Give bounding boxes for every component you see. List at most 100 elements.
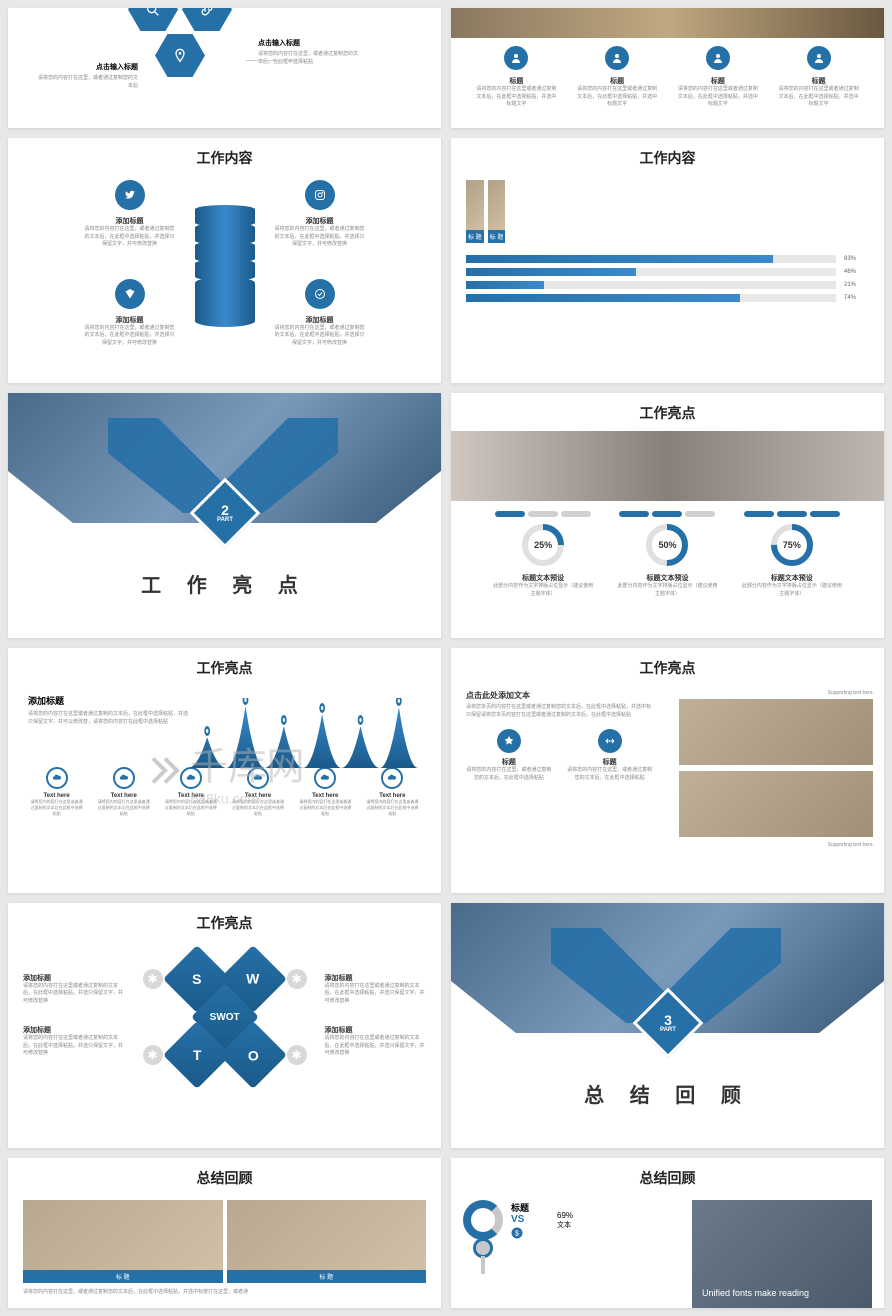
- part-title: 总 结 回 顾: [451, 1079, 884, 1108]
- label: 标 题: [466, 230, 484, 243]
- cloud-icon: [113, 767, 135, 789]
- hex-icon: [182, 8, 232, 31]
- slide-3-cylinder: 工作内容 添加标题请将您的内容打在这里，或者通过复制您的文本后，在此框中选择粘贴…: [8, 138, 441, 383]
- slide-title: 工作内容: [8, 138, 441, 180]
- vs-label: VS: [511, 1214, 529, 1225]
- col-heading: 标题: [577, 76, 657, 86]
- col-desc: 请将您内的容打在这里或者通过复制的文本后在此框中选择粘贴: [96, 799, 151, 817]
- slide-title: 工作内容: [451, 138, 884, 180]
- slide-5-part-divider: 2PART 工 作 亮 点: [8, 393, 441, 638]
- social-icon: [305, 279, 335, 309]
- item-heading: 添加标题: [85, 315, 175, 325]
- add-desc: 请将您本页的内容打在这里或者通过复制您的文本后，在此框中选择粘贴，并选中标只保留…: [466, 704, 653, 719]
- bar-fill: [466, 294, 740, 302]
- slide-title: 总结回顾: [451, 1158, 884, 1200]
- item-desc: 请将您的内容打在这里，或者通过复制您的文本后，在此框中选择粘贴，并选择只保留文字…: [275, 226, 365, 249]
- person-icon: [807, 46, 831, 70]
- slide-12-vs: 总结回顾 标题 VS $ 69% 文本: [451, 1158, 884, 1308]
- part-title: 工 作 亮 点: [8, 569, 441, 598]
- swot-heading: 添加标题: [23, 1025, 125, 1035]
- bar-pct: 21%: [844, 282, 869, 288]
- col-desc: 请将您内的容打在这里或者通过复制的文本后在此框中选择粘贴: [29, 799, 84, 817]
- slide-title: 工作亮点: [8, 648, 441, 690]
- photo: [678, 770, 875, 838]
- swot-desc: 请将您的内容打在这里或者通过复制的文本后，在此框中选择粘贴，并选只保留文字，并可…: [23, 983, 125, 1006]
- photo: [227, 1200, 427, 1270]
- swot-heading: 添加标题: [325, 1025, 427, 1035]
- item-desc: 请将您的内容打在这里，或者通过复制您的文本后，在此框中选择粘贴，并选择只保留文字…: [85, 226, 175, 249]
- social-icon: [305, 180, 335, 210]
- col-desc: 请将您的内容打在这里，或者通过复制您的文本后，在此框中选择粘贴: [466, 767, 552, 782]
- slide-6-donuts: 工作亮点 25% 标题文本预设 此部分内容作为文字排版占位显示（建议使用主题字体…: [451, 393, 884, 638]
- col-desc: 请将您的内容打在这里或者通过复制文本后，在此框中选择粘贴，并选中标题文字: [678, 86, 758, 109]
- slide-11-summary: 总结回顾 标 题 标 题 请将您的内容打在这里，或者通过复制您的文本后，在此框中…: [8, 1158, 441, 1308]
- col-desc: 请将您的内容打在这里，或者通过复制您的文本后，在此框中选择粘贴: [567, 767, 653, 782]
- item-heading: 添加标题: [275, 315, 365, 325]
- donut-chart: 50%: [645, 523, 689, 567]
- donut-heading: 标题文本预设: [493, 573, 593, 583]
- person-icon: [605, 46, 629, 70]
- col-heading: 标题: [567, 757, 653, 767]
- slide-title: 工作亮点: [451, 648, 884, 690]
- col-desc: 请将您的内容打在这里或者通过复制文本后，在此框中选择粘贴，并选中标题文字: [577, 86, 657, 109]
- add-title: 点击此处添加文本: [466, 690, 653, 701]
- photo: [23, 1200, 223, 1270]
- cloud-icon: [381, 767, 403, 789]
- photo: [678, 698, 875, 766]
- sub: 文本: [557, 1220, 573, 1230]
- swot-heading: 添加标题: [23, 973, 125, 983]
- slide-title: 总结回顾: [8, 1158, 441, 1200]
- swot-desc: 请将您的内容打在这里或者通过复制的文本后，在此框中选择粘贴，并选只保留文字，并可…: [325, 1035, 427, 1058]
- label: 标 题: [488, 230, 506, 243]
- donut-chart: 25%: [521, 523, 565, 567]
- heading: 标题: [511, 1201, 529, 1214]
- swot-desc: 请将您的内容打在这里或者通过复制的文本后，在此框中选择粘贴，并选只保留文字，并可…: [23, 1035, 125, 1058]
- col-heading: 标题: [678, 76, 758, 86]
- hex-icon: [128, 8, 178, 31]
- slide-7-peaks: 工作亮点 添加标题 请将您的内容打在这里或者通过复制的文本后，在此框中选择粘贴，…: [8, 648, 441, 893]
- swot-desc: 请将您的内容打在这里或者通过复制的文本后，在此框中选择粘贴，并选只保留文字，并可…: [325, 983, 427, 1006]
- col-desc: 请将您内的容打在这里或者通过复制的文本后在此框中选择粘贴: [163, 799, 218, 817]
- photo: [488, 180, 506, 230]
- cylinder-graphic: [195, 205, 255, 323]
- donut-desc: 此部分内容作为文字排版占位显示（建议使用主题字体）: [742, 583, 842, 598]
- banner-image: [451, 8, 884, 38]
- donut-heading: 标题文本预设: [742, 573, 842, 583]
- bar-fill: [466, 268, 636, 276]
- slide-title: 工作亮点: [451, 393, 884, 435]
- donut-heading: 标题文本预设: [617, 573, 717, 583]
- overlay-text: Unified fonts make reading: [702, 1288, 809, 1300]
- heading: 点击输入标题: [38, 62, 138, 72]
- col-heading: 标题: [466, 757, 552, 767]
- cloud-icon: [46, 767, 68, 789]
- banner-image: [451, 431, 884, 501]
- label: 标 题: [23, 1270, 223, 1283]
- cloud-icon: [314, 767, 336, 789]
- ring-chart: [463, 1200, 503, 1240]
- slide-9-swot: 工作亮点 添加标题请将您的内容打在这里或者通过复制的文本后，在此框中选择粘贴，并…: [8, 903, 441, 1148]
- bar-pct: 74%: [844, 295, 869, 301]
- col-heading: 标题: [779, 76, 859, 86]
- person-icon: [504, 46, 528, 70]
- feature-icon: [497, 729, 521, 753]
- bar-fill: [466, 255, 773, 263]
- label: 标 题: [227, 1270, 427, 1283]
- donut-desc: 此部分内容作为文字排版占位显示（建议使用主题字体）: [493, 583, 593, 598]
- col-heading: 标题: [476, 76, 556, 86]
- social-icon: [115, 279, 145, 309]
- swot-heading: 添加标题: [325, 973, 427, 983]
- desc: 请将您的内容打在这里，或者通过复制您的文本后: [38, 75, 138, 90]
- col-desc: 请将您内的容打在这里或者通过复制的文本后在此框中选择粘贴: [298, 799, 353, 817]
- bar-pct: 46%: [844, 269, 869, 275]
- slide-2-four-cols: 标题请将您的内容打在这里或者通过复制文本后，在此框中选择粘贴，并选中标题文字标题…: [451, 8, 884, 128]
- photo-panel: Unified fonts make reading: [692, 1200, 872, 1308]
- cloud-icon: [180, 767, 202, 789]
- photo: [466, 180, 484, 230]
- slide-1-hexagons: 点击输入标题 请将您的内容打在这里，或者通过复制您的文本后 点击输入标题 请将您…: [8, 8, 441, 128]
- col-desc: 请将您内的容打在这里或者通过复制的文本后在此框中选择粘贴: [231, 799, 286, 817]
- footer-desc: 请将您的内容打在这里，或者通过复制您的文本后，在此框中选择粘贴，并选中标按打在这…: [8, 1283, 441, 1297]
- donut-chart: 75%: [770, 523, 814, 567]
- slide-10-part-divider: 3PART 总 结 回 顾: [451, 903, 884, 1148]
- item-heading: 添加标题: [85, 216, 175, 226]
- slide-4-bars: 工作内容 标 题 标 题 83%46%21%74%: [451, 138, 884, 383]
